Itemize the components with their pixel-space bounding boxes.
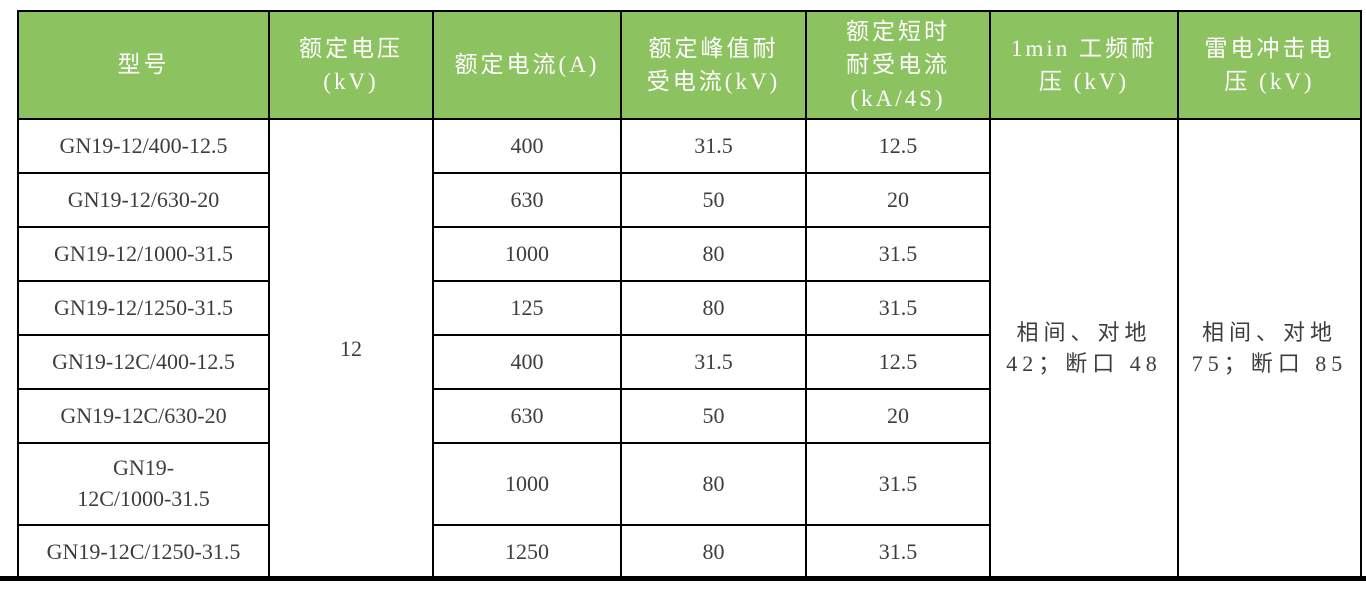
header-power-freq: 1min 工频耐 压 (kV): [989, 10, 1179, 120]
header-rated-current: 额定电流(A): [432, 10, 622, 120]
power-freq-cell: 相间、对地 42；断口 48: [989, 118, 1179, 580]
model-cell: GN19-12C/400-12.5: [17, 334, 270, 390]
peak-current-cell: 80: [620, 226, 807, 282]
model-cell: GN19-12/400-12.5: [17, 118, 270, 174]
short-time-current-cell: 20: [805, 388, 991, 444]
header-peak-current: 额定峰值耐 受电流(kV): [620, 10, 807, 120]
short-time-current-cell: 31.5: [805, 524, 991, 580]
table-row: GN19-12C/630-20 630 50 20: [17, 388, 1361, 444]
short-time-current-cell: 20: [805, 172, 991, 228]
rated-voltage-cell: 12: [268, 118, 434, 580]
peak-current-cell: 80: [620, 442, 807, 526]
rated-current-cell: 1000: [432, 226, 622, 282]
rated-current-cell: 400: [432, 118, 622, 174]
model-cell: GN19-12C/1250-31.5: [17, 524, 270, 580]
peak-current-cell: 50: [620, 388, 807, 444]
peak-current-cell: 31.5: [620, 118, 807, 174]
peak-current-cell: 50: [620, 172, 807, 228]
table-row: GN19-12/1250-31.5 125 80 31.5: [17, 280, 1361, 336]
rated-current-cell: 1250: [432, 524, 622, 580]
rated-current-cell: 1000: [432, 442, 622, 526]
short-time-current-cell: 31.5: [805, 226, 991, 282]
header-model: 型号: [17, 10, 270, 120]
model-cell: GN19-12/1000-31.5: [17, 226, 270, 282]
peak-current-cell: 80: [620, 280, 807, 336]
spec-table: 型号 额定电压 (kV) 额定电流(A) 额定峰值耐 受电流(kV) 额定短时 …: [17, 10, 1362, 580]
table-row: GN19-12/400-12.5 12 400 31.5 12.5 相间、对地 …: [17, 118, 1362, 580]
table-row: GN19-12/630-20 630 50 20: [17, 172, 1361, 228]
model-cell: GN19-12/630-20: [17, 172, 270, 228]
peak-current-cell: 31.5: [620, 334, 807, 390]
header-row: 型号 额定电压 (kV) 额定电流(A) 额定峰值耐 受电流(kV) 额定短时 …: [17, 10, 1362, 120]
rated-current-cell: 400: [432, 334, 622, 390]
bottom-rule: [0, 576, 1366, 581]
peak-current-cell: 80: [620, 524, 807, 580]
header-rated-voltage: 额定电压 (kV): [268, 10, 434, 120]
header-lightning: 雷电冲击电 压 (kV): [1177, 10, 1362, 120]
short-time-current-cell: 31.5: [805, 280, 991, 336]
table-row: GN19- 12C/1000-31.5 1000 80 31.5: [17, 442, 1361, 526]
model-cell: GN19-12C/630-20: [17, 388, 270, 444]
header-short-time-current: 额定短时 耐受电流 (kA/4S): [805, 10, 991, 120]
lightning-cell: 相间、对地 75；断口 85: [1177, 118, 1362, 580]
rated-current-cell: 125: [432, 280, 622, 336]
model-cell: GN19-12/1250-31.5: [17, 280, 270, 336]
short-time-current-cell: 12.5: [805, 334, 991, 390]
table-row: GN19-12/1000-31.5 1000 80 31.5: [17, 226, 1361, 282]
rated-current-cell: 630: [432, 172, 622, 228]
rated-current-cell: 630: [432, 388, 622, 444]
model-cell: GN19- 12C/1000-31.5: [17, 442, 270, 526]
table-row: GN19-12C/400-12.5 400 31.5 12.5: [17, 334, 1361, 390]
short-time-current-cell: 31.5: [805, 442, 991, 526]
short-time-current-cell: 12.5: [805, 118, 991, 174]
